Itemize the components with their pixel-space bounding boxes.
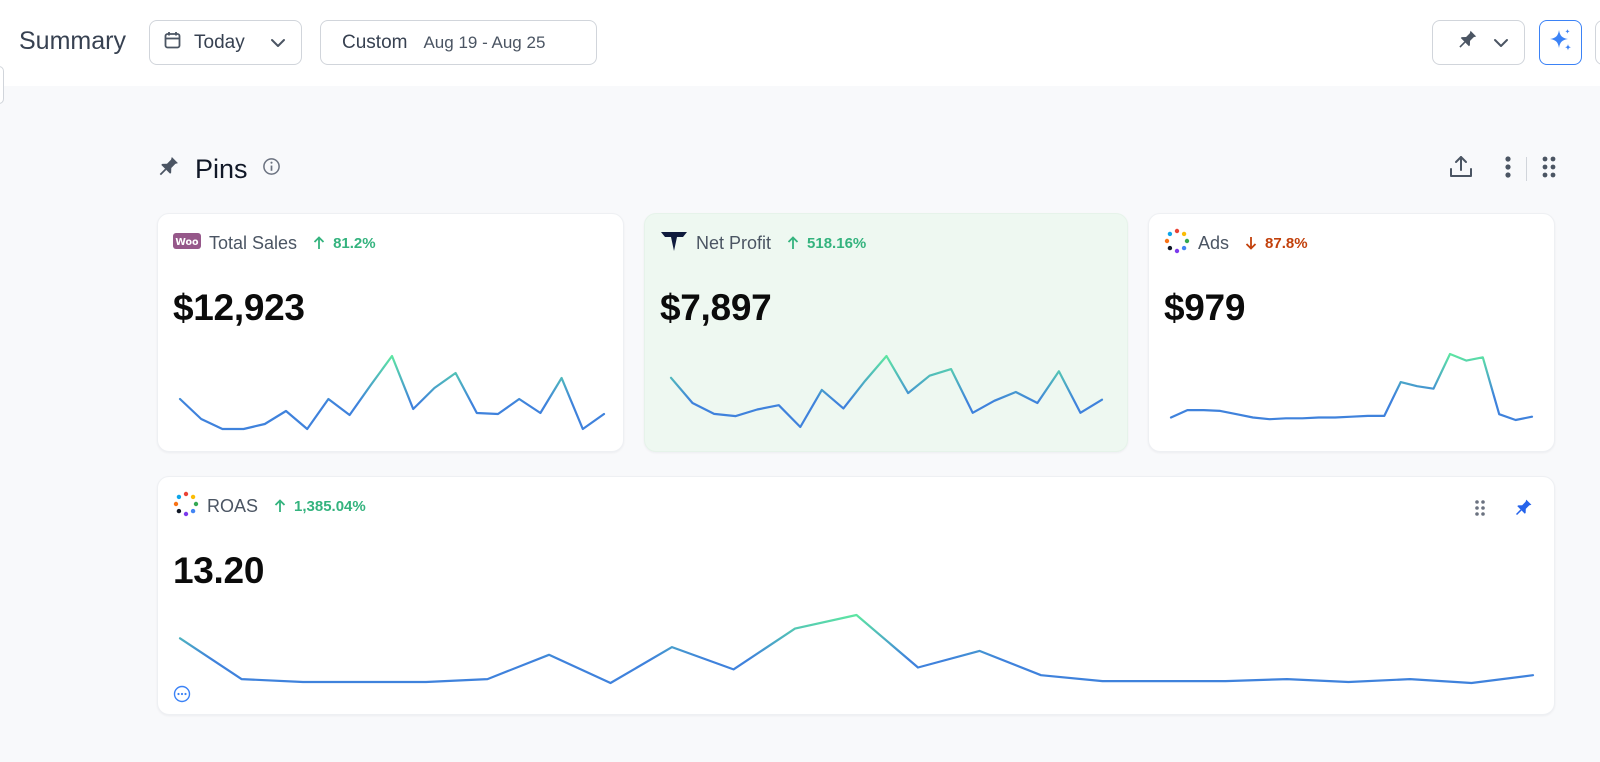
export-icon[interactable] [1448,154,1474,185]
pin-icon [155,154,181,185]
sparkline-chart [1169,352,1534,422]
arrow-up-icon [274,499,286,512]
pin-icon [1455,28,1479,57]
pin-dropdown-button[interactable] [1432,20,1525,65]
delta-badge: 518.16% [787,235,866,252]
date-range-text: Aug 19 - Aug 25 [423,32,546,52]
custom-label: Custom [342,31,408,53]
card-header: Net Profit 518.16% [660,230,866,257]
arrow-down-icon [1245,237,1257,250]
sidebar-toggle[interactable] [0,66,4,104]
delta-value: 87.8% [1265,234,1308,252]
delta-badge: 81.2% [313,235,376,252]
delta-value: 518.16% [807,234,867,252]
card-header: Ads 87.8% [1164,228,1308,254]
overflow-button[interactable] [1595,20,1600,65]
triple-whale-logo-icon [660,230,688,257]
date-preset-label: Today [194,31,245,53]
chevron-down-icon [1492,34,1510,57]
metric-value: $12,923 [173,287,305,328]
sparkline-series [669,354,1104,429]
pinned-icon[interactable] [1512,497,1534,524]
delta-value: 1,385.04% [294,497,366,515]
card-title: ROAS [207,495,259,516]
card-header: ROAS 1,385.04% [173,491,366,517]
svg-text:Woo: Woo [175,237,199,248]
info-icon[interactable] [262,157,281,181]
section-title: Pins [195,153,248,184]
arrow-up-icon [787,236,799,249]
more-horizontal-icon[interactable] [173,685,191,708]
card-title: Ads [1198,232,1230,253]
delta-value: 81.2% [333,234,376,252]
ads-spinner-logo-icon [173,491,199,522]
sparkline-chart [669,354,1104,429]
arrow-up-icon [313,236,325,249]
drag-handle-icon[interactable] [1474,499,1486,522]
sparkline-chart [178,354,606,431]
sparkline-chart [178,613,1535,685]
custom-date-range-button[interactable]: Custom Aug 19 - Aug 25 [320,20,597,65]
ai-sparkle-button[interactable] [1539,20,1582,65]
more-vertical-icon[interactable] [1504,155,1512,184]
card-title: Total Sales [209,232,298,253]
card-tools [1474,497,1534,524]
page-title: Summary [19,27,126,55]
metric-card-net-profit[interactable]: Net Profit 518.16% $7,897 [644,213,1128,452]
metric-card-total-sales[interactable]: Woo Total Sales 81.2% $12,923 [157,213,624,452]
card-header: Woo Total Sales 81.2% [173,232,376,254]
metric-card-ads[interactable]: Ads 87.8% $979 [1148,213,1555,452]
grid-drag-icon[interactable] [1541,155,1557,184]
sparkline-series [1169,352,1534,422]
divider [1526,157,1527,181]
sparkline-series [178,613,1535,685]
metric-card-roas[interactable]: ROAS 1,385.04% 13.20 [157,476,1555,715]
date-preset-dropdown[interactable]: Today [149,20,302,65]
calendar-icon [164,31,181,54]
metric-value: $7,897 [660,287,772,328]
metric-value: 13.20 [173,550,265,591]
sparkline-series [178,354,606,431]
top-bar: Summary Today Custom Aug 19 - Aug 25 [0,0,1600,86]
pins-actions [1448,150,1557,188]
delta-badge: 87.8% [1245,235,1308,252]
delta-badge: 1,385.04% [274,498,366,515]
pins-header: Pins [155,150,281,188]
woocommerce-logo-icon: Woo [173,232,201,254]
metric-value: $979 [1164,287,1246,328]
sparkle-icon [1548,27,1574,58]
card-title: Net Profit [696,232,772,253]
ads-spinner-logo-icon [1164,228,1190,259]
chevron-down-icon [269,34,287,57]
